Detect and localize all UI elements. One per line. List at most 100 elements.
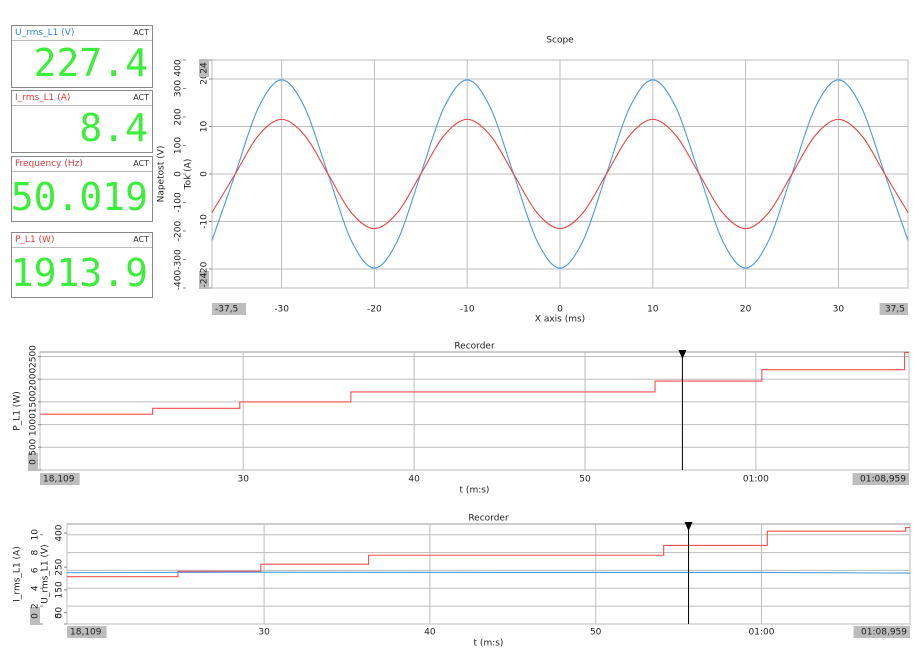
tick-box xyxy=(853,626,910,638)
meter-label: U_rms_L1 (V) xyxy=(15,28,75,38)
separator xyxy=(12,40,152,41)
x-tick-label: -10 xyxy=(460,305,475,315)
plot-area xyxy=(66,523,911,625)
plot-area xyxy=(39,351,910,471)
y-tick-label: 250 xyxy=(55,558,65,575)
meter-value: 227.4 xyxy=(33,41,148,85)
y-tick-label: 20 xyxy=(200,73,210,85)
x-tick-label: -37,5 xyxy=(215,305,238,315)
y-axis-title: P_L1 (W) xyxy=(13,391,23,430)
separator xyxy=(12,171,152,172)
chart-title: Scope xyxy=(546,36,574,46)
y-tick-label: 2000 xyxy=(29,368,39,391)
tick-box xyxy=(30,607,40,625)
meter: P_L1 (W) ACT 1913.9 xyxy=(11,232,153,298)
x-tick-label: 30 xyxy=(258,628,270,638)
y-tick-label: 400 xyxy=(55,524,65,541)
y-tick-label: 1000 xyxy=(29,413,39,436)
series-line xyxy=(67,527,910,578)
x-tick-label: 0 xyxy=(557,305,563,315)
tick-box xyxy=(852,473,909,485)
series-line xyxy=(211,118,909,230)
meter-status: ACT xyxy=(133,235,149,244)
x-tick-label: 40 xyxy=(408,475,420,485)
x-tick-label: 37,5 xyxy=(885,305,905,315)
y-tick-label: 100 xyxy=(174,137,184,154)
y-tick-label: -100 xyxy=(174,192,184,213)
meter: U_rms_L1 (V) ACT 227.4 xyxy=(11,25,153,88)
x-tick-label: -30 xyxy=(274,305,289,315)
y-tick-label: 10 xyxy=(200,121,210,133)
y-tick-label: 0 xyxy=(200,171,210,177)
meter-status: ACT xyxy=(133,93,149,102)
y-axis-title: U_rms_L1 (V) xyxy=(41,544,51,603)
y-tick-label: 400 xyxy=(174,59,184,76)
y-tick-label: -200 xyxy=(174,221,184,242)
meter-status: ACT xyxy=(133,159,149,168)
series-line xyxy=(40,351,909,415)
y-tick-label: 0 xyxy=(55,613,65,619)
y-tick-label: -300 xyxy=(174,249,184,270)
y-axis-title: I_rms_L1 (A) xyxy=(13,546,23,601)
x-tick-label: 30 xyxy=(237,475,249,485)
x-tick-label: 30 xyxy=(833,305,845,315)
separator xyxy=(12,247,152,248)
y-tick-label: -400 xyxy=(174,270,184,291)
chart-title: Recorder xyxy=(468,514,509,524)
x-tick-label: 50 xyxy=(579,475,591,485)
y-tick-label: 50 xyxy=(55,607,65,619)
y-tick-label: -20 xyxy=(200,261,210,276)
y-axis-title: Napetost (V) xyxy=(157,146,167,203)
tick-box xyxy=(199,59,209,77)
meter-value: 8.4 xyxy=(79,106,148,150)
y-tick-label: 300 xyxy=(174,80,184,97)
meter-value: 1913.9 xyxy=(10,251,148,295)
meter: Frequency (Hz) ACT 50.019 xyxy=(11,156,153,222)
y-tick-label: 0 xyxy=(29,459,39,465)
x-tick-label: 01:00 xyxy=(749,628,775,638)
y-tick-label: 0 xyxy=(31,613,41,619)
y-tick-label: 2500 xyxy=(29,345,39,368)
tick-box xyxy=(199,271,209,289)
x-tick-label: 10 xyxy=(647,305,659,315)
meter-label: Frequency (Hz) xyxy=(15,159,83,169)
y-tick-label: 8 xyxy=(31,549,41,555)
meter-value: 50.019 xyxy=(10,175,148,219)
cursor-marker xyxy=(678,350,687,359)
y-tick-label: 0 xyxy=(174,171,184,177)
separator xyxy=(12,105,152,106)
x-axis-title: X axis (ms) xyxy=(535,315,585,325)
y-tick-label: -10 xyxy=(200,214,210,229)
meter: I_rms_L1 (A) ACT 8.4 xyxy=(11,90,153,153)
x-axis-title: t (m:s) xyxy=(474,639,504,649)
x-tick-label: 01:08,959 xyxy=(860,475,906,485)
x-tick-label: 18,109 xyxy=(43,475,75,485)
y-tick-label: -24 xyxy=(200,272,210,287)
x-tick-label: 20 xyxy=(740,305,752,315)
x-tick-label: 01:00 xyxy=(743,475,769,485)
series-line xyxy=(66,571,911,574)
tick-box xyxy=(40,473,80,485)
tick-box xyxy=(28,453,38,471)
tick-box xyxy=(879,303,908,315)
meter-status: ACT xyxy=(133,28,149,37)
x-tick-label: -20 xyxy=(367,305,382,315)
y-tick-label: 500 xyxy=(29,438,39,455)
chart-title: Recorder xyxy=(454,342,495,352)
x-axis-title: t (m:s) xyxy=(460,486,490,496)
tick-box xyxy=(212,303,246,315)
cursor-marker xyxy=(684,522,693,531)
meter-label: P_L1 (W) xyxy=(15,235,55,245)
y-tick-label: 1500 xyxy=(29,390,39,413)
x-tick-label: 18,109 xyxy=(70,628,102,638)
x-tick-label: 40 xyxy=(424,628,436,638)
meter-label: I_rms_L1 (A) xyxy=(15,93,71,103)
y-tick-label: 6 xyxy=(31,567,41,573)
y-tick-label: 24 xyxy=(200,62,210,74)
tick-box xyxy=(67,626,107,638)
y-tick-label: 150 xyxy=(55,581,65,598)
y-tick-label: 200 xyxy=(174,108,184,125)
y-axis-title: Tok (A) xyxy=(184,159,194,191)
y-tick-label: 4 xyxy=(31,585,41,591)
